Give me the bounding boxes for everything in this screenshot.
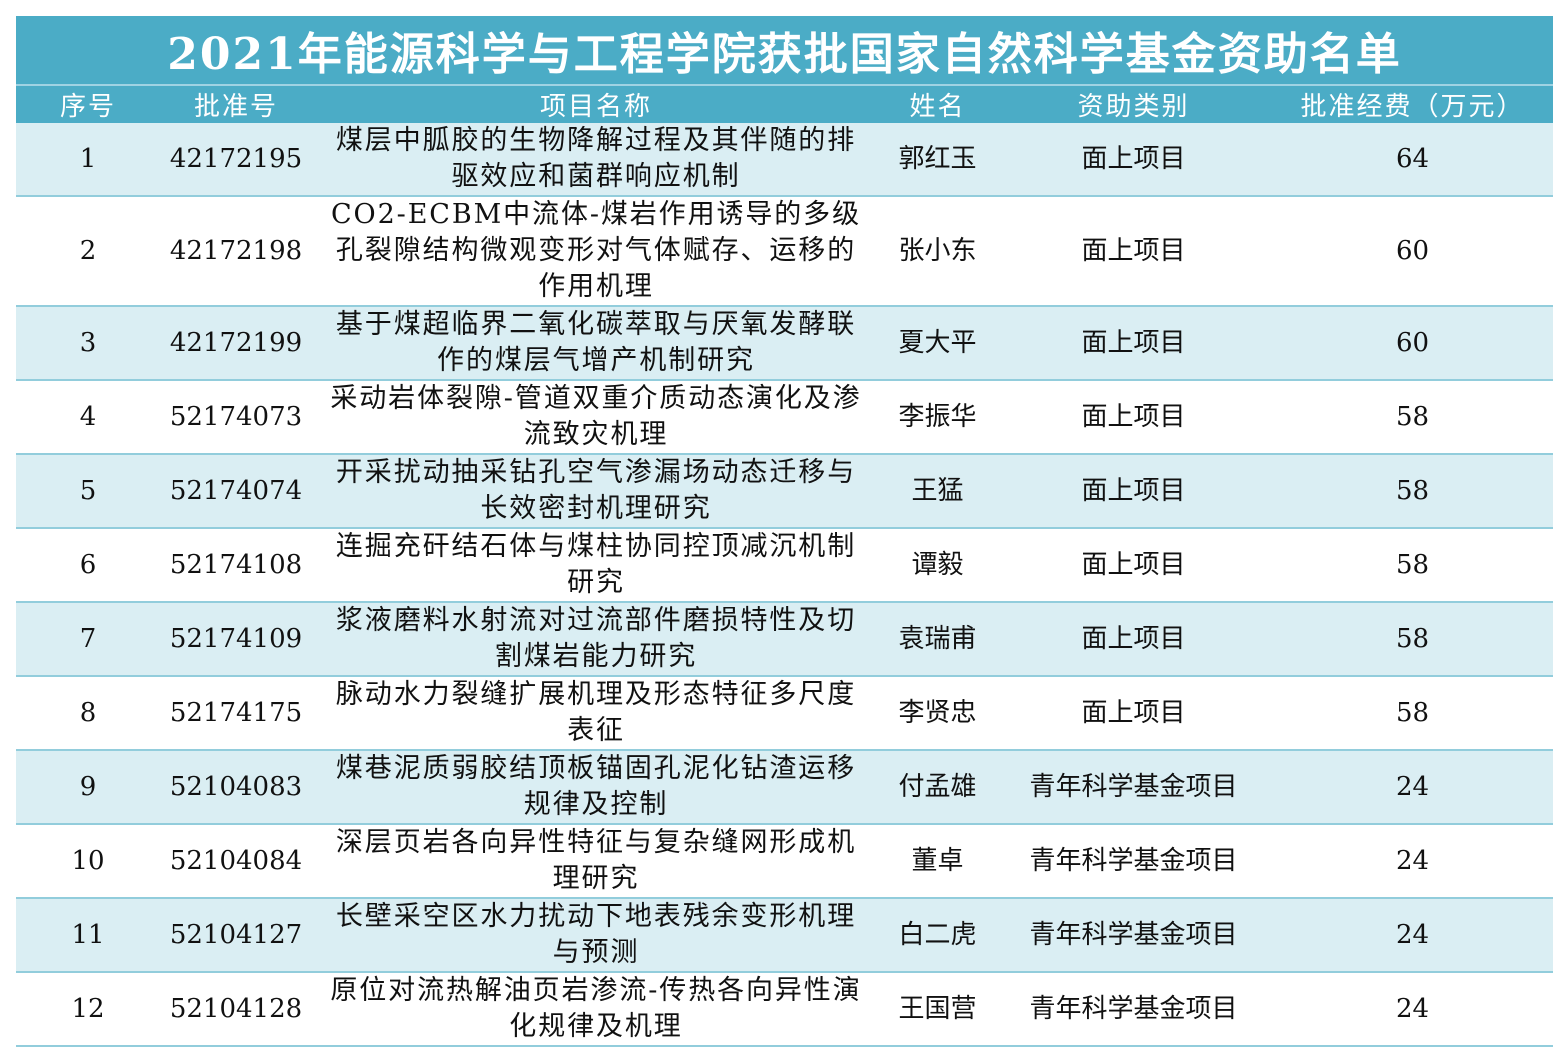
cell-project: 基于煤超临界二氧化碳萃取与厌氧发酵联作的煤层气增产机制研究 [312, 306, 880, 381]
cell-name: 王猛 [880, 454, 995, 529]
cell-no: 1 [16, 123, 160, 197]
table-row: 9 52104083 煤巷泥质弱胶结顶板锚固孔泥化钻渣运移规律及控制 付孟雄 青年科学基… [16, 750, 1553, 825]
header-name: 姓名 [880, 86, 995, 123]
cell-name: 付孟雄 [880, 750, 995, 825]
cell-no: 9 [16, 750, 160, 825]
cell-funding: 58 [1272, 528, 1553, 603]
cell-funding: 24 [1272, 972, 1553, 1047]
cell-no: 4 [16, 380, 160, 455]
cell-approval: 52174108 [160, 528, 312, 603]
cell-project: 长壁采空区水力扰动下地表残余变形机理与预测 [312, 898, 880, 973]
table-row: 3 42172199 基于煤超临界二氧化碳萃取与厌氧发酵联作的煤层气增产机制研究 夏大… [16, 306, 1553, 381]
cell-no: 8 [16, 676, 160, 751]
cell-category: 面上项目 [995, 528, 1272, 603]
cell-name: 张小东 [880, 196, 995, 307]
cell-funding: 58 [1272, 602, 1553, 677]
cell-approval: 52174175 [160, 676, 312, 751]
table-row: 6 52174108 连掘充矸结石体与煤柱协同控顶减沉机制研究 谭毅 面上项目 58 [16, 528, 1553, 603]
cell-project: 脉动水力裂缝扩展机理及形态特征多尺度表征 [312, 676, 880, 751]
cell-approval: 42172198 [160, 196, 312, 307]
cell-approval: 42172199 [160, 306, 312, 381]
cell-no: 12 [16, 972, 160, 1047]
cell-project: 浆液磨料水射流对过流部件磨损特性及切割煤岩能力研究 [312, 602, 880, 677]
page-title: 2021年能源科学与工程学院获批国家自然科学基金资助名单 [16, 16, 1553, 86]
table-row: 10 52104084 深层页岩各向异性特征与复杂缝网形成机理研究 董卓 青年科学基金项… [16, 824, 1553, 899]
cell-approval: 52104127 [160, 898, 312, 973]
table-row: 5 52174074 开采扰动抽采钻孔空气渗漏场动态迁移与长效密封机理研究 王猛 面上项… [16, 454, 1553, 529]
cell-no: 7 [16, 602, 160, 677]
cell-funding: 24 [1272, 824, 1553, 899]
cell-category: 面上项目 [995, 380, 1272, 455]
cell-no: 10 [16, 824, 160, 899]
header-funding: 批准经费（万元） [1272, 86, 1553, 123]
cell-project: 煤巷泥质弱胶结顶板锚固孔泥化钻渣运移规律及控制 [312, 750, 880, 825]
cell-category: 面上项目 [995, 676, 1272, 751]
cell-name: 李振华 [880, 380, 995, 455]
cell-category: 面上项目 [995, 196, 1272, 307]
table-row: 8 52174175 脉动水力裂缝扩展机理及形态特征多尺度表征 李贤忠 面上项目 58 [16, 676, 1553, 751]
cell-funding: 24 [1272, 898, 1553, 973]
header-project: 项目名称 [312, 86, 880, 123]
cell-approval: 52104083 [160, 750, 312, 825]
cell-no: 11 [16, 898, 160, 973]
funding-list: 2021年能源科学与工程学院获批国家自然科学基金资助名单 序号 批准号 项目名称… [16, 16, 1553, 1047]
cell-category: 面上项目 [995, 454, 1272, 529]
cell-no: 6 [16, 528, 160, 603]
cell-funding: 64 [1272, 123, 1553, 197]
cell-name: 郭红玉 [880, 123, 995, 197]
cell-funding: 58 [1272, 676, 1553, 751]
header-row: 序号 批准号 项目名称 姓名 资助类别 批准经费（万元） [16, 86, 1553, 123]
cell-category: 青年科学基金项目 [995, 750, 1272, 825]
cell-funding: 60 [1272, 196, 1553, 307]
table-row: 12 52104128 原位对流热解油页岩渗流-传热各向异性演化规律及机理 王国营 青年… [16, 972, 1553, 1047]
cell-project: 采动岩体裂隙-管道双重介质动态演化及渗流致灾机理 [312, 380, 880, 455]
cell-approval: 52104084 [160, 824, 312, 899]
cell-project: 原位对流热解油页岩渗流-传热各向异性演化规律及机理 [312, 972, 880, 1047]
cell-name: 袁瑞甫 [880, 602, 995, 677]
cell-funding: 24 [1272, 750, 1553, 825]
cell-category: 面上项目 [995, 306, 1272, 381]
table-row: 7 52174109 浆液磨料水射流对过流部件磨损特性及切割煤岩能力研究 袁瑞甫 面上项… [16, 602, 1553, 677]
cell-project: 煤层中胍胶的生物降解过程及其伴随的排驱效应和菌群响应机制 [312, 123, 880, 197]
cell-category: 青年科学基金项目 [995, 824, 1272, 899]
cell-name: 夏大平 [880, 306, 995, 381]
cell-name: 谭毅 [880, 528, 995, 603]
cell-no: 5 [16, 454, 160, 529]
funding-table: 序号 批准号 项目名称 姓名 资助类别 批准经费（万元） 1 42172195 煤层… [16, 86, 1553, 1047]
cell-funding: 60 [1272, 306, 1553, 381]
header-no: 序号 [16, 86, 160, 123]
cell-project: 连掘充矸结石体与煤柱协同控顶减沉机制研究 [312, 528, 880, 603]
cell-approval: 52174109 [160, 602, 312, 677]
cell-category: 青年科学基金项目 [995, 972, 1272, 1047]
cell-category: 面上项目 [995, 602, 1272, 677]
header-category: 资助类别 [995, 86, 1272, 123]
cell-no: 3 [16, 306, 160, 381]
cell-approval: 42172195 [160, 123, 312, 197]
cell-project: CO2-ECBM中流体-煤岩作用诱导的多级孔裂隙结构微观变形对气体赋存、运移的作… [312, 196, 880, 307]
cell-name: 董卓 [880, 824, 995, 899]
cell-funding: 58 [1272, 454, 1553, 529]
table-row: 2 42172198 CO2-ECBM中流体-煤岩作用诱导的多级孔裂隙结构微观变形对… [16, 196, 1553, 307]
cell-category: 面上项目 [995, 123, 1272, 197]
cell-project: 深层页岩各向异性特征与复杂缝网形成机理研究 [312, 824, 880, 899]
cell-category: 青年科学基金项目 [995, 898, 1272, 973]
table-row: 4 52174073 采动岩体裂隙-管道双重介质动态演化及渗流致灾机理 李振华 面上项目… [16, 380, 1553, 455]
cell-name: 王国营 [880, 972, 995, 1047]
cell-name: 白二虎 [880, 898, 995, 973]
header-approval: 批准号 [160, 86, 312, 123]
cell-funding: 58 [1272, 380, 1553, 455]
cell-approval: 52174073 [160, 380, 312, 455]
cell-name: 李贤忠 [880, 676, 995, 751]
cell-approval: 52174074 [160, 454, 312, 529]
table-row: 11 52104127 长壁采空区水力扰动下地表残余变形机理与预测 白二虎 青年科学基金… [16, 898, 1553, 973]
cell-project: 开采扰动抽采钻孔空气渗漏场动态迁移与长效密封机理研究 [312, 454, 880, 529]
table-row: 1 42172195 煤层中胍胶的生物降解过程及其伴随的排驱效应和菌群响应机制 郭红玉… [16, 123, 1553, 197]
cell-no: 2 [16, 196, 160, 307]
cell-approval: 52104128 [160, 972, 312, 1047]
